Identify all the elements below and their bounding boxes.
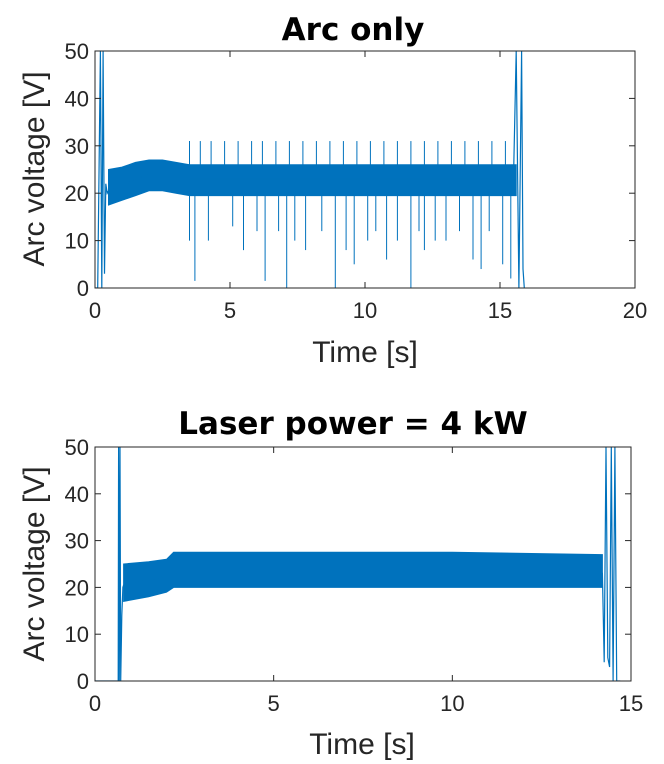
y-tick-label: 0 bbox=[77, 669, 89, 694]
signal-noise-band bbox=[108, 159, 517, 206]
y-tick-label: 10 bbox=[65, 622, 89, 647]
y-tick-label: 20 bbox=[65, 575, 89, 600]
x-tick-label: 5 bbox=[224, 298, 236, 323]
y-tick-label: 30 bbox=[65, 529, 89, 554]
x-axis-label: Time [s] bbox=[309, 728, 415, 761]
plot-area bbox=[95, 51, 525, 288]
chart-title: Laser power = 4 kW bbox=[178, 406, 527, 442]
axes-frame bbox=[94, 446, 632, 682]
y-tick-label: 40 bbox=[65, 482, 89, 507]
y-tick-label: 40 bbox=[65, 86, 89, 111]
chart-laser-4kw: Laser power = 4 kW 0 5 10 15 0 10 20 30 40 50 Tim… bbox=[18, 406, 643, 761]
x-axis-label: Time [s] bbox=[312, 336, 418, 369]
x-tick-label: 0 bbox=[89, 691, 101, 716]
axis-ticks: 0 5 10 15 0 10 20 30 40 50 bbox=[65, 435, 644, 716]
axis-ticks: 0 5 10 15 20 0 10 20 30 40 50 bbox=[65, 39, 648, 323]
y-axis-label: Arc voltage [V] bbox=[18, 466, 51, 661]
x-tick-label: 20 bbox=[623, 298, 647, 323]
y-tick-label: 10 bbox=[65, 229, 89, 254]
y-tick-label: 20 bbox=[65, 181, 89, 206]
plot-area bbox=[95, 447, 621, 681]
y-axis-label: Arc voltage [V] bbox=[18, 71, 51, 266]
signal-noise-band bbox=[123, 551, 603, 603]
series-line bbox=[95, 51, 525, 288]
chart-arc-only: Arc only 0 5 10 15 20 0 10 20 30 40 50 Time [s] Ar… bbox=[18, 12, 647, 369]
y-tick-label: 50 bbox=[65, 39, 89, 64]
x-tick-label: 5 bbox=[268, 691, 280, 716]
y-tick-label: 0 bbox=[77, 276, 89, 301]
y-tick-label: 30 bbox=[65, 134, 89, 159]
x-tick-label: 15 bbox=[488, 298, 512, 323]
x-tick-label: 15 bbox=[619, 691, 643, 716]
x-tick-label: 10 bbox=[440, 691, 464, 716]
x-tick-label: 0 bbox=[89, 298, 101, 323]
y-tick-label: 50 bbox=[65, 435, 89, 460]
x-tick-label: 10 bbox=[353, 298, 377, 323]
chart-title: Arc only bbox=[282, 12, 425, 48]
series-line bbox=[95, 447, 621, 681]
